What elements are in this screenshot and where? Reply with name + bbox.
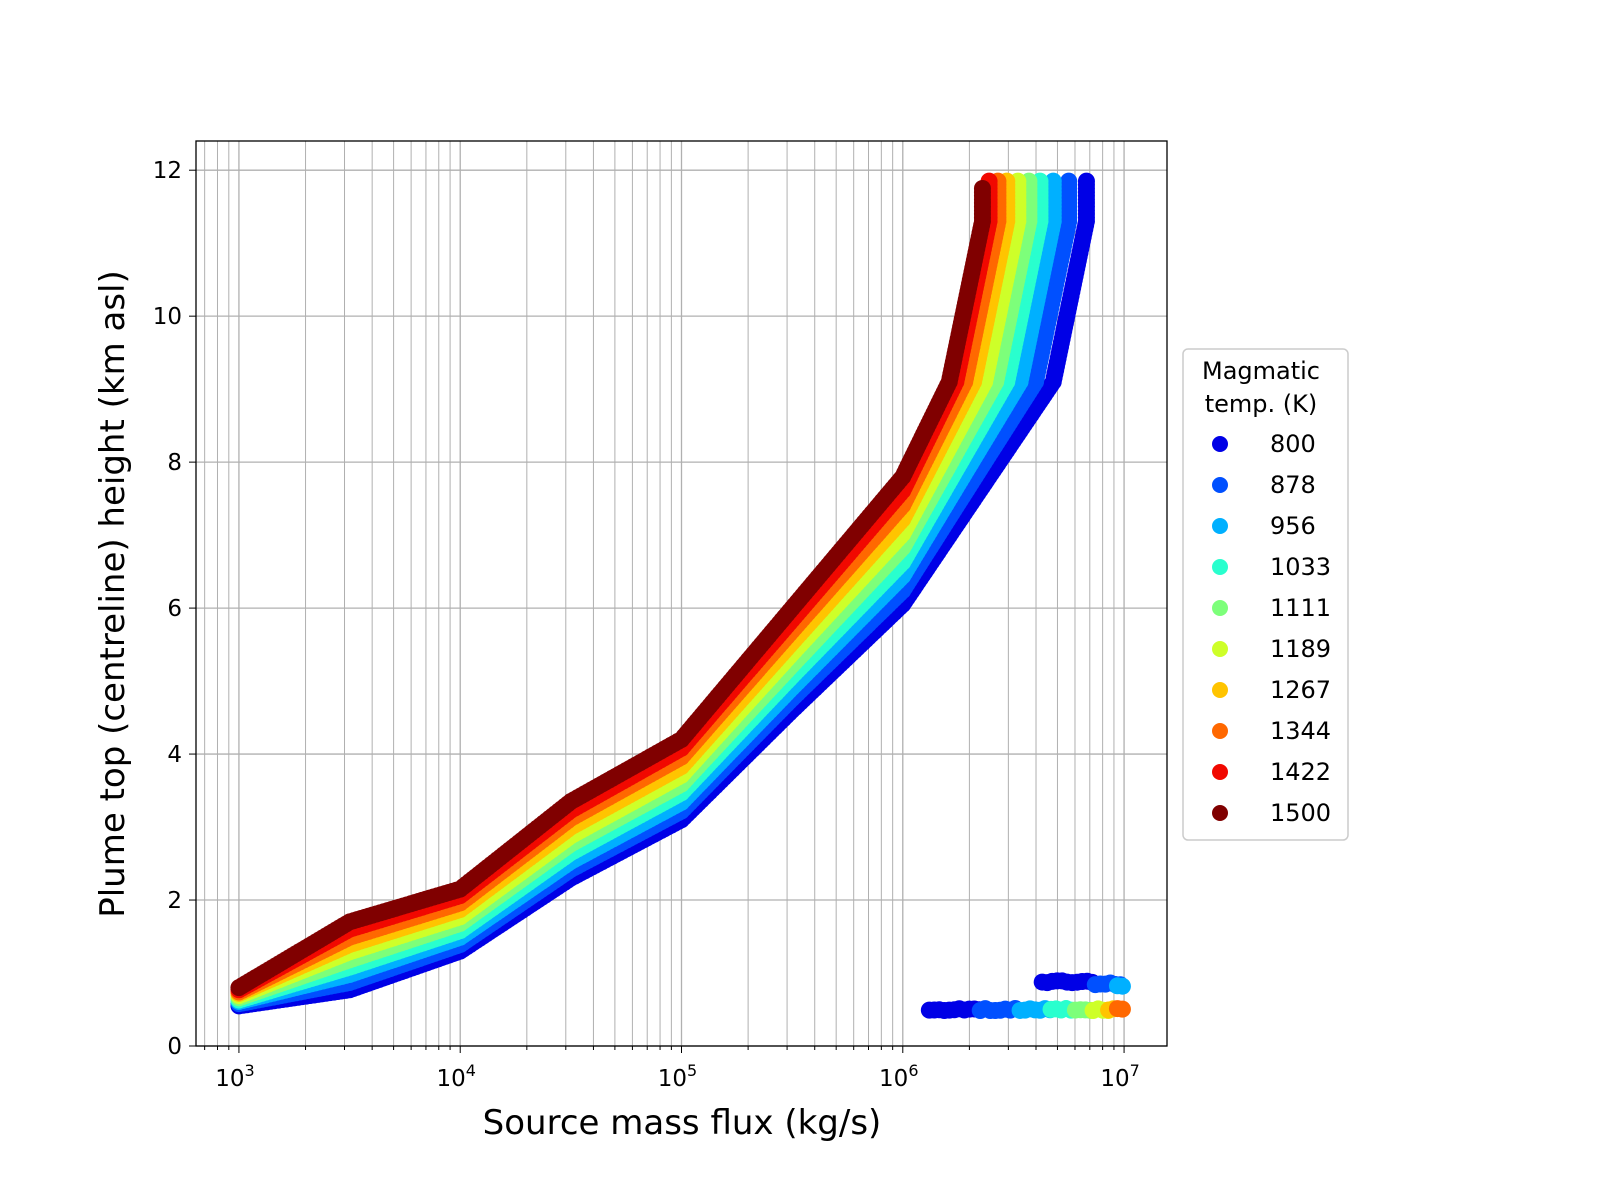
data-points [230, 173, 1131, 1019]
x-tick-label: 106 [879, 1061, 918, 1092]
x-tick-label: 107 [1100, 1061, 1139, 1092]
legend-label: 1111 [1270, 594, 1331, 622]
x-tick-exponent: 5 [687, 1061, 697, 1080]
legend-label: 800 [1270, 430, 1316, 458]
legend-marker-956 [1212, 518, 1228, 534]
x-tick-label: 105 [658, 1061, 697, 1092]
y-tick-label: 2 [167, 888, 182, 914]
legend-label: 878 [1270, 471, 1316, 499]
legend-marker-1422 [1212, 764, 1228, 780]
chart-svg: 103 104 105 106 107024681012 Source mass flu… [0, 0, 1600, 1200]
legend-title-line2: temp. (K) [1205, 390, 1318, 418]
legend-marker-1344 [1212, 723, 1228, 739]
x-tick-base: 10 [658, 1066, 687, 1092]
x-axis-label: Source mass flux (kg/s) [483, 1103, 882, 1143]
legend-label: 1267 [1270, 676, 1331, 704]
y-tick-label: 6 [167, 596, 182, 622]
legend-marker-1500 [1212, 805, 1228, 821]
legend-marker-1033 [1212, 559, 1228, 575]
legend-marker-1111 [1212, 600, 1228, 616]
chart-figure: 103 104 105 106 107 0 2 4 6 8 10 12 Source mass flu… [0, 0, 1600, 1200]
legend-label: 1189 [1270, 635, 1331, 663]
x-tick-label: 103 [215, 1061, 254, 1092]
legend-title-line1: Magmatic [1202, 357, 1320, 385]
data-point-1344 [1114, 1001, 1131, 1018]
data-point-1500 [974, 180, 991, 197]
data-point-800 [1078, 173, 1095, 190]
legend-marker-800 [1212, 436, 1228, 452]
legend-label: 1500 [1270, 799, 1331, 827]
data-point-878 [1060, 173, 1077, 190]
legend-label: 956 [1270, 512, 1316, 540]
legend-label: 1344 [1270, 717, 1331, 745]
x-tick-base: 10 [1100, 1066, 1129, 1092]
y-tick-label: 10 [153, 304, 182, 330]
legend: Magmatic temp. (K) 800 878 956 1033 1111 1189… [1183, 349, 1348, 840]
x-tick-exponent: 6 [908, 1061, 918, 1080]
legend-marker-878 [1212, 477, 1228, 493]
data-point-956 [1114, 978, 1131, 995]
x-tick-label: 104 [436, 1061, 475, 1092]
legend-label: 1422 [1270, 758, 1331, 786]
x-tick-exponent: 7 [1130, 1061, 1140, 1080]
y-tick-label: 4 [167, 742, 182, 768]
x-tick-base: 10 [436, 1066, 465, 1092]
x-tick-exponent: 3 [244, 1061, 254, 1080]
legend-label: 1033 [1270, 553, 1331, 581]
y-axis-label: Plume top (centreline) height (km asl) [93, 270, 133, 918]
x-tick-base: 10 [879, 1066, 908, 1092]
x-tick-exponent: 4 [466, 1061, 476, 1080]
y-tick-label: 8 [167, 450, 182, 476]
y-tick-label: 0 [167, 1034, 182, 1060]
legend-marker-1267 [1212, 682, 1228, 698]
y-tick-label: 12 [153, 158, 182, 184]
legend-marker-1189 [1212, 641, 1228, 657]
x-tick-base: 10 [215, 1066, 244, 1092]
